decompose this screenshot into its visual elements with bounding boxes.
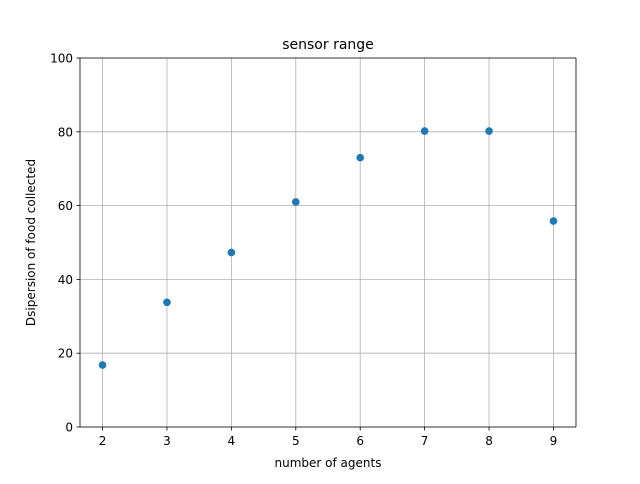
data-point xyxy=(549,217,558,225)
data-point xyxy=(420,127,429,135)
x-tick-label: 7 xyxy=(421,434,429,448)
x-tick-label: 3 xyxy=(163,434,171,448)
y-axis-label: Dsipersion of food collected xyxy=(24,159,38,326)
y-tick-label: 100 xyxy=(50,52,73,66)
x-tick-label: 8 xyxy=(485,434,493,448)
x-tick-label: 5 xyxy=(292,434,300,448)
plot-area xyxy=(80,58,576,427)
y-tick-label: 40 xyxy=(58,273,73,287)
x-axis-label: number of agents xyxy=(275,456,382,470)
data-point xyxy=(356,153,365,162)
data-point xyxy=(98,361,107,369)
points-layer xyxy=(98,127,558,369)
x-tick-label: 2 xyxy=(99,434,107,448)
x-tick-label: 4 xyxy=(228,434,236,448)
x-tick-label: 9 xyxy=(550,434,558,448)
axes-frame xyxy=(79,57,577,428)
y-tick-label: 20 xyxy=(58,347,73,361)
data-point xyxy=(163,298,171,307)
tick-layer: 2 3 4 5 6 7 8 9 0 20 40 60 80 100 xyxy=(50,52,557,449)
y-tick-label: 60 xyxy=(58,199,73,213)
data-point xyxy=(485,127,493,135)
y-tick-label: 0 xyxy=(65,421,73,435)
data-point xyxy=(227,248,236,257)
data-point xyxy=(291,198,300,206)
x-tick-label: 6 xyxy=(356,434,364,448)
chart-title: sensor range xyxy=(282,37,374,53)
y-tick-label: 80 xyxy=(58,125,73,139)
